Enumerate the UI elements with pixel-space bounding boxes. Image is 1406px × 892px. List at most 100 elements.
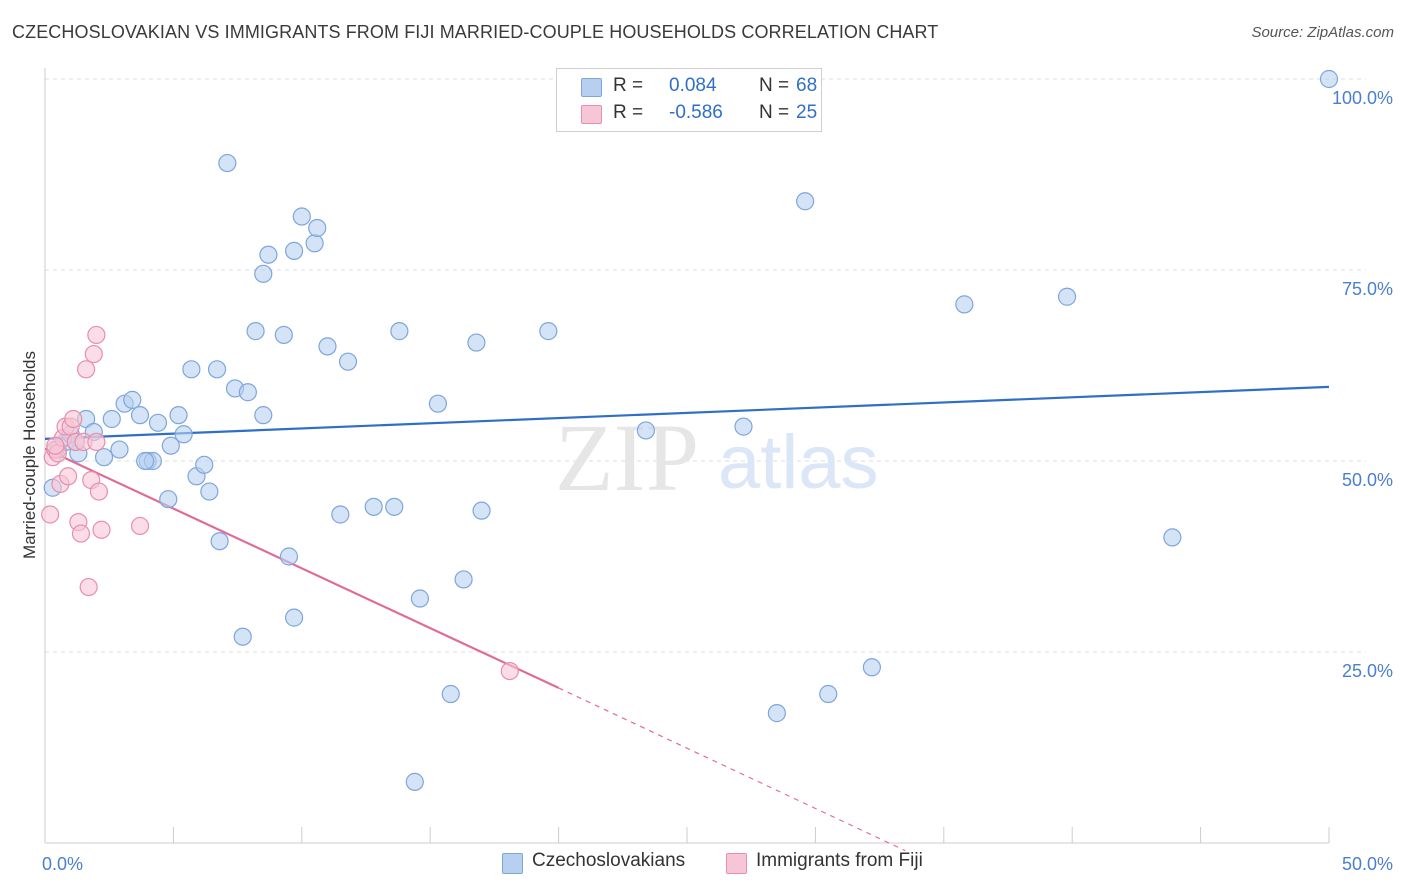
data-point xyxy=(102,409,121,429)
data-point xyxy=(182,360,201,379)
data-point xyxy=(1163,528,1182,547)
data-point xyxy=(46,436,65,455)
data-point xyxy=(1319,69,1339,89)
data-point xyxy=(472,501,491,520)
data-point xyxy=(539,322,558,341)
y-tick-label: 100.0% xyxy=(1332,88,1393,108)
legend-label: Immigrants from Fiji xyxy=(756,850,923,871)
y-tick-label: 25.0% xyxy=(1342,661,1393,681)
data-point xyxy=(136,451,155,471)
data-point xyxy=(218,153,237,173)
data-point xyxy=(796,192,815,211)
data-point xyxy=(308,218,327,238)
data-point xyxy=(292,207,311,226)
watermark: ZIP atlas xyxy=(555,404,879,511)
data-point xyxy=(254,264,273,283)
data-point xyxy=(130,406,150,425)
data-point xyxy=(110,440,129,459)
data-point xyxy=(467,333,486,352)
data-point xyxy=(200,482,219,501)
data-point xyxy=(195,455,214,474)
data-point xyxy=(79,577,98,597)
data-point xyxy=(59,467,78,486)
x-tick-labels: 0.0% 50.0% xyxy=(42,854,1393,874)
legend-r-label: R = xyxy=(613,75,644,96)
data-point xyxy=(955,295,974,314)
x-tick-label: 50.0% xyxy=(1342,854,1393,874)
data-point xyxy=(123,390,142,409)
data-point xyxy=(390,322,409,341)
trend-lines xyxy=(44,385,1330,852)
data-point xyxy=(338,352,358,371)
chart-source: Source: ZipAtlas.com xyxy=(1251,24,1394,41)
data-point xyxy=(259,245,278,264)
y-axis-label: Married-couple Households xyxy=(20,351,39,559)
data-point xyxy=(71,524,91,543)
x-tick-label: 0.0% xyxy=(42,854,83,874)
data-point xyxy=(254,406,273,425)
data-point xyxy=(428,394,448,413)
y-tick-label: 50.0% xyxy=(1342,470,1393,490)
data-point xyxy=(94,448,114,467)
data-point xyxy=(84,344,103,364)
data-point xyxy=(233,627,252,646)
legend-r-value: 0.084 xyxy=(669,75,717,96)
data-point xyxy=(159,490,178,509)
data-point xyxy=(734,417,753,436)
data-point xyxy=(169,406,188,425)
data-point xyxy=(130,516,150,536)
data-point xyxy=(331,505,350,524)
gridlines xyxy=(45,78,1366,653)
data-point xyxy=(284,608,304,627)
data-point xyxy=(207,360,227,379)
stats-legend: R = 0.084 N = 68 R = -0.586 N = 25 xyxy=(556,68,822,132)
data-point xyxy=(87,432,106,451)
data-point xyxy=(161,436,180,455)
data-point xyxy=(274,325,293,345)
legend-n-value: 25 xyxy=(796,102,818,123)
data-point xyxy=(76,360,96,379)
data-point xyxy=(636,421,656,440)
trend-line-czechoslovakians xyxy=(44,385,1330,440)
trend-line-extension xyxy=(558,687,906,852)
legend-n-label: N = xyxy=(759,102,790,123)
data-point xyxy=(819,684,838,704)
data-point xyxy=(410,589,430,608)
data-point xyxy=(385,497,404,516)
data-point xyxy=(41,505,60,524)
data-point xyxy=(1057,287,1077,306)
data-point xyxy=(279,547,299,566)
y-tick-labels: 25.0% 50.0% 75.0% 100.0% xyxy=(1332,88,1393,681)
data-point xyxy=(148,413,168,432)
chart-title: CZECHOSLOVAKIAN VS IMMIGRANTS FROM FIJI … xyxy=(12,22,939,42)
watermark-zip: ZIP xyxy=(555,404,699,511)
points-immigrants-from-fiji xyxy=(41,325,519,681)
data-point xyxy=(441,684,460,704)
data-point xyxy=(862,658,881,677)
legend-r-value: -0.586 xyxy=(669,102,723,123)
y-tick-label: 75.0% xyxy=(1342,279,1393,299)
data-point xyxy=(318,337,337,356)
data-point xyxy=(284,241,304,260)
legend-n-label: N = xyxy=(759,75,790,96)
data-point xyxy=(246,322,265,341)
data-point xyxy=(364,497,383,516)
data-point xyxy=(64,409,83,429)
trend-line-immigrants-from-fiji xyxy=(44,447,560,689)
data-point xyxy=(454,570,473,589)
data-point xyxy=(305,234,324,253)
data-point xyxy=(92,520,111,539)
legend-label: Czechoslovakians xyxy=(532,850,686,871)
data-point xyxy=(405,772,424,791)
legend-swatch-blue xyxy=(581,78,602,97)
data-point xyxy=(174,425,193,444)
data-point xyxy=(767,704,786,723)
legend-r-label: R = xyxy=(613,102,644,123)
data-point xyxy=(89,482,109,501)
legend-n-value: 68 xyxy=(796,75,818,96)
data-point xyxy=(500,661,519,681)
legend-swatch-pink xyxy=(581,105,602,124)
data-point xyxy=(87,325,106,345)
data-point xyxy=(210,532,229,551)
